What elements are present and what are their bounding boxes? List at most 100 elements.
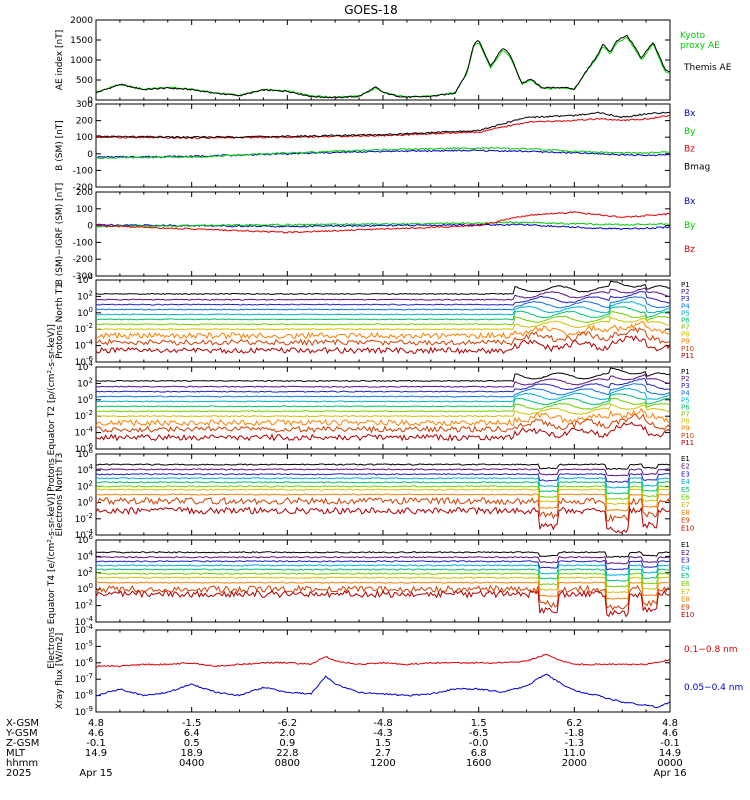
right-label: Bz <box>684 245 695 255</box>
right-label: Bz <box>684 145 695 155</box>
channel-p2 <box>96 287 670 301</box>
table-cell: -0.1 <box>660 738 680 749</box>
orbit-table: X-GSMY-GSMZ-GSMMLThhmm20254.84.6-0.114.9… <box>5 718 687 779</box>
row-label: MLT <box>6 748 26 759</box>
y-axis-label: Electrons North T3 <box>55 453 65 537</box>
y-tick-label: 2000 <box>70 16 93 26</box>
y-tick-label: 10-4 <box>75 426 94 439</box>
panel-xray: 10-4 10-5 10-6 10-7 10-8 10-9 Xray flux [W/m2]… <box>55 623 743 718</box>
channel-label-e7: E7 <box>681 588 690 596</box>
panel-frame <box>95 191 671 277</box>
panel-traces <box>96 653 670 709</box>
y-tick-label: -100 <box>73 166 94 176</box>
channel-label-e3: E3 <box>681 557 690 565</box>
table-cell: 14.9 <box>85 748 107 759</box>
channel-label-p10: P10 <box>681 432 694 440</box>
channel-p1 <box>96 367 670 383</box>
y-axis-label: AE index [nT] <box>55 30 65 90</box>
y-tick-label: 0 <box>87 222 93 232</box>
y-tick-label: 102 <box>77 479 93 492</box>
panel-frame <box>95 19 671 101</box>
y-tick-label: 100 <box>76 133 93 143</box>
channel-label-p7: P7 <box>681 324 690 332</box>
table-cell: 14.9 <box>659 748 681 759</box>
channel-label-e6: E6 <box>681 494 690 502</box>
y-tick-label: 10-5 <box>75 639 93 652</box>
right-label: 0.1−0.8 nm <box>684 645 738 655</box>
channel-e10 <box>96 589 670 618</box>
y-tick-label: -100 <box>73 238 94 248</box>
channel-p10 <box>96 413 670 434</box>
channel-e5 <box>96 568 670 582</box>
table-cell: 0400 <box>179 758 204 769</box>
channel-label-p5: P5 <box>681 396 690 404</box>
y-tick-label: 100 <box>76 205 93 215</box>
table-cell: -0.0 <box>469 738 489 749</box>
y-tick-label: 10-7 <box>75 672 93 685</box>
channel-label-e9: E9 <box>681 603 690 611</box>
panel-traces <box>96 367 670 442</box>
y-axis-label: Electrons Equator T4 [e/(cm²-s-sr-keV)] <box>47 493 57 669</box>
y-tick-label: 10-4 <box>75 339 94 352</box>
channel-p7 <box>96 311 670 326</box>
table-cell: 0000 <box>657 758 682 769</box>
channel-e1 <box>96 551 670 558</box>
y-tick-label: 10-6 <box>75 355 94 368</box>
channel-label-e1: E1 <box>681 541 690 549</box>
y-tick-label: 10-2 <box>75 512 93 525</box>
channel-label-e9: E9 <box>681 517 690 525</box>
y-tick-label: 10-4 <box>75 615 94 628</box>
table-cell: 11.0 <box>563 748 585 759</box>
channel-p5 <box>96 301 670 316</box>
y-tick-label: 102 <box>77 376 93 389</box>
series-0-05-0-4-nm <box>96 673 670 709</box>
table-cell: 4.6 <box>662 728 678 739</box>
y-tick-label: 100 <box>77 582 93 595</box>
y-tick-label: 0 <box>87 96 93 106</box>
panel-traces <box>96 463 670 534</box>
y-tick-label: -300 <box>73 272 94 282</box>
panel-traces <box>96 111 670 160</box>
y-tick-label: 104 <box>77 549 93 562</box>
panel-bdiff: 200 100 0 -100 -200 -300 B (SM)−IGRF (SM) [nT]… <box>55 183 696 286</box>
channel-label-p7: P7 <box>681 411 690 419</box>
channel-p5 <box>96 387 670 403</box>
panel-en: 106 104 102 100 10-2 10-4 Electrons North T3 E1… <box>55 447 694 541</box>
series-by <box>96 221 670 228</box>
y-axis-label: B (SM) [nT] <box>55 120 65 171</box>
table-cell: 0800 <box>275 758 300 769</box>
channel-label-p9: P9 <box>681 338 690 346</box>
plot-title: GOES-18 <box>344 3 398 17</box>
channel-label-e5: E5 <box>681 486 690 494</box>
y-tick-label: 104 <box>77 360 93 373</box>
table-cell: -6.2 <box>278 718 298 729</box>
right-label: Bx <box>684 197 696 207</box>
y-tick-label: 106 <box>77 447 93 460</box>
channel-label-p11: P11 <box>681 439 694 447</box>
table-cell: -1.5 <box>182 718 202 729</box>
channel-label-p2: P2 <box>681 375 690 383</box>
row-label: hhmm <box>6 758 38 769</box>
channel-e7 <box>96 576 670 594</box>
table-cell: -4.3 <box>373 728 393 739</box>
series-bz <box>96 211 670 234</box>
y-tick-label: 104 <box>77 273 93 286</box>
y-tick-label: 10-2 <box>75 322 93 335</box>
table-cell: 6.2 <box>566 718 582 729</box>
y-tick-label: 106 <box>77 533 93 546</box>
table-cell: -6.5 <box>469 728 489 739</box>
panel-traces <box>96 34 670 99</box>
channel-e8 <box>96 493 670 512</box>
row-label: X-GSM <box>6 718 39 729</box>
table-cell: 0.5 <box>184 738 200 749</box>
channel-p1 <box>96 280 670 295</box>
channel-label-p6: P6 <box>681 403 690 411</box>
channel-label-p8: P8 <box>681 331 690 339</box>
channel-p3 <box>96 291 670 306</box>
table-cell: 4.8 <box>88 718 104 729</box>
channel-label-p1: P1 <box>681 281 690 289</box>
table-cell: Apr 16 <box>653 768 686 779</box>
channel-label-p4: P4 <box>681 302 690 310</box>
